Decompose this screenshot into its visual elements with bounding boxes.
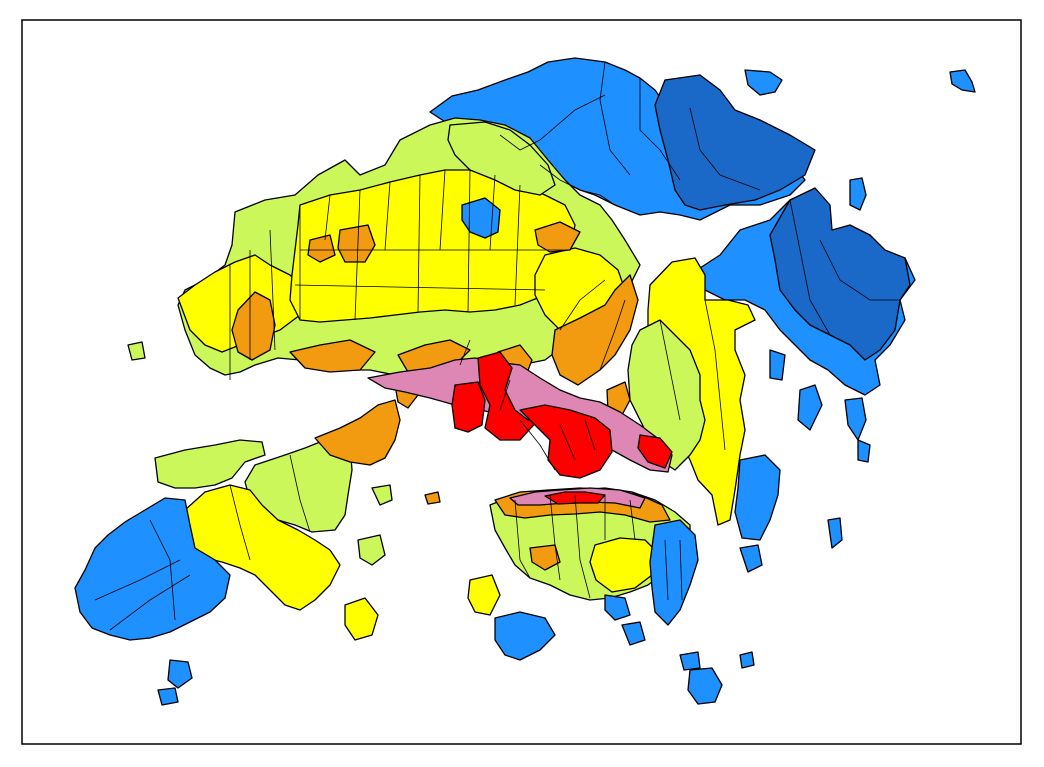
region-islet-ne: [949, 69, 976, 93]
region-taipo-green: [447, 121, 556, 196]
region-lamma-north: [371, 484, 393, 506]
region-kowloon-red-core: [519, 404, 613, 479]
region-islet-sw: [157, 687, 179, 706]
region-islet-e3: [857, 439, 871, 463]
region-hki-islet-s2: [621, 621, 646, 646]
region-hki-east-blue: [649, 519, 699, 626]
region-orange-ylsouth: [289, 339, 376, 373]
region-lamma-yellow2: [467, 574, 501, 616]
region-group-orange-nt: [231, 221, 639, 416]
region-lantau-orange: [314, 399, 401, 466]
region-hki-orange-s: [529, 544, 561, 571]
region-group-lantau: [74, 341, 755, 706]
region-lamma-blue: [494, 611, 556, 661]
region-clearwater-bay: [734, 454, 781, 541]
region-hki-islet-s1: [604, 594, 631, 621]
region-islet-e1: [849, 177, 867, 211]
region-islet-e5: [769, 349, 786, 381]
region-group-north-blue: [429, 57, 976, 221]
region-orange-islet: [424, 491, 441, 505]
region-islet-s4: [739, 651, 755, 669]
region-group-kowloon: [367, 351, 673, 479]
region-northeast-darkblue: [654, 74, 816, 211]
region-islet-e2: [844, 397, 867, 441]
region-cheungchau: [167, 659, 193, 689]
region-lantau-blue: [74, 497, 231, 641]
region-islet-s3: [679, 651, 701, 671]
district-boundaries: [94, 61, 900, 631]
region-group-hkisland: [489, 487, 699, 646]
region-poi-toi: [687, 667, 723, 705]
region-lamma-yellow: [344, 597, 379, 641]
region-islet-e4: [797, 384, 823, 431]
region-peng-chau: [357, 534, 386, 566]
region-saikung-east: [769, 187, 911, 361]
region-orange-kam2: [307, 234, 336, 263]
region-islet-e7: [827, 517, 843, 549]
region-islet-ne2: [744, 69, 783, 96]
region-kt-red: [637, 434, 673, 469]
region-orange-tuenmun: [231, 291, 276, 361]
region-group-east: [699, 177, 916, 573]
region-airport: [154, 439, 266, 489]
region-island-blue-inland: [461, 197, 501, 239]
region-hki-south-yellow: [589, 537, 661, 593]
region-stonecutters: [451, 381, 486, 433]
region-central-yellow: [289, 169, 576, 323]
region-orange-shatin1: [551, 274, 639, 386]
region-islet-w1: [127, 341, 146, 361]
region-orange-kam: [337, 224, 376, 263]
region-islet-e6: [739, 544, 763, 573]
